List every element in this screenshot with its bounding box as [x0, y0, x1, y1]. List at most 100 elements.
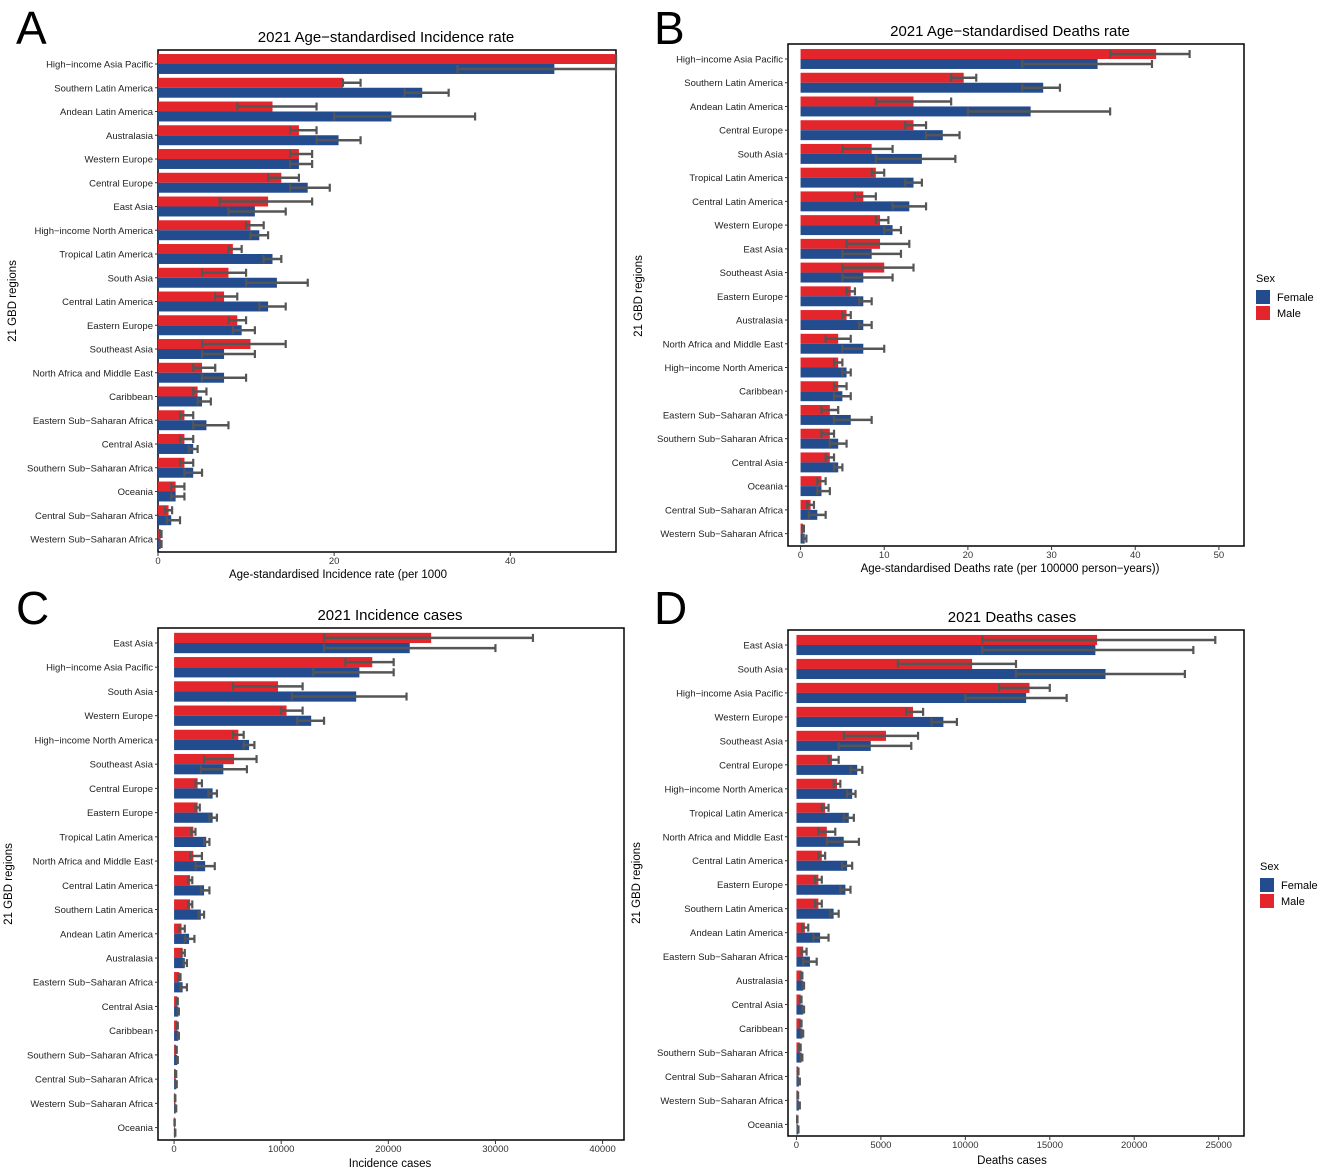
panel-c-errorbar-male: [174, 1045, 178, 1054]
panel-c-errorbar-male: [186, 900, 194, 909]
panel-c-category-label: Central Europe: [89, 784, 153, 795]
panel-b-errorbar-female: [858, 297, 873, 306]
panel-c-errorbar-female: [175, 1055, 179, 1064]
panel-d-category-label: Eastern Europe: [717, 880, 783, 891]
panel-c-category-label: Andean Latin America: [60, 929, 154, 940]
panel-d-errorbar-female: [825, 837, 861, 846]
panel-a-errorbar-female: [244, 278, 309, 287]
panel-d-bar-male: [796, 994, 801, 1005]
panel-b-bar-female: [800, 320, 864, 330]
panel-a-errorbar-female: [456, 64, 618, 73]
panel-b-errorbar-female: [874, 154, 957, 163]
panel-c-category-label: North Africa and Middle East: [33, 857, 154, 868]
panel-b-bar-male: [800, 404, 830, 415]
panel-a-errorbar-female: [258, 302, 287, 311]
panel-d-x-axis-title: Deaths cases: [977, 1155, 1047, 1167]
panel-label-d: D: [654, 582, 687, 634]
panel-a-bar-male: [158, 505, 169, 516]
panel-a-category-label: Western Europe: [85, 155, 153, 166]
panel-b-bar-female: [800, 391, 843, 402]
panel-c-xtick-label: 40000: [589, 1144, 615, 1155]
panel-b-errorbar-male: [841, 311, 852, 320]
panel-c-bar-female: [174, 982, 183, 993]
legend-top-title: Sex: [1256, 273, 1275, 285]
panel-c-errorbar-female: [242, 741, 256, 750]
panel-a-bar-male: [158, 77, 343, 88]
panel-d-category-label: Eastern Sub−Saharan Africa: [663, 952, 784, 963]
panel-a-bar-male: [158, 149, 299, 159]
legend-top-label-male: Male: [1277, 308, 1301, 320]
panel-a-errorbar-female: [200, 349, 256, 358]
panel-a-bar-female: [158, 372, 225, 383]
panel-a-category-label: Australasia: [106, 131, 154, 142]
panel-a-bar-male: [158, 101, 273, 112]
panel-b-bar-female: [800, 367, 847, 378]
panel-d-bar-female: [796, 932, 821, 943]
panel-b-category-label: Eastern Sub−Saharan Africa: [663, 410, 784, 421]
panel-b-bar-female: [800, 130, 943, 141]
panel-a-category-label: Caribbean: [109, 392, 153, 403]
panel-d-bar-male: [796, 850, 822, 861]
panel-b-errorbar-female: [858, 321, 873, 330]
panel-d-bar-female: [796, 1028, 803, 1039]
panel-b-errorbar-male: [820, 405, 840, 414]
panel-d-title: 2021 Deaths cases: [948, 609, 1076, 626]
panel-a-bar-female: [158, 182, 308, 193]
panel-d-errorbar-female: [840, 861, 854, 870]
panel-c-errorbar-male: [178, 924, 186, 933]
panel-c-category-label: Eastern Sub−Saharan Africa: [33, 978, 154, 989]
panel-c-category-label: Caribbean: [109, 1026, 153, 1037]
panel-b-errorbar-female: [828, 439, 848, 448]
panel-b-errorbar-female: [904, 178, 923, 187]
panel-b-errorbar-female: [832, 463, 844, 472]
panel-d-errorbar-female: [981, 646, 1195, 655]
panel-d-category-label: Central Sub−Saharan Africa: [665, 1072, 784, 1083]
panel-b-bar-male: [800, 333, 839, 344]
panel-a-y-axis-title: 21 GBD regions: [7, 260, 19, 342]
panel-c-bar-male: [174, 802, 198, 813]
panel-b-bar-male: [800, 428, 830, 439]
panel-d-bar-female: [796, 884, 846, 895]
panel-b-bar-female: [800, 462, 839, 473]
panel-c-bar-female: [174, 764, 224, 775]
panel-d-errorbar-female: [799, 1053, 804, 1062]
panel-b-xtick-label: 50: [1214, 550, 1225, 561]
panel-a-category-label: North Africa and Middle East: [33, 368, 154, 379]
panel-c-category-label: East Asia: [113, 639, 153, 650]
panel-b-category-label: Australasia: [736, 316, 784, 327]
panel-b-category-label: Andean Latin America: [690, 102, 784, 113]
panel-b-bar-female: [800, 486, 822, 497]
panel-a-errorbar-male: [236, 102, 318, 111]
panel-a-errorbar-male: [178, 411, 195, 420]
panel-b-xtick-label: 0: [798, 550, 803, 561]
panel-d-xtick-label: 25000: [1205, 1140, 1231, 1151]
panel-c-bar-male: [174, 632, 432, 643]
panel-b-bar-female: [800, 177, 914, 188]
panel-a-bar-female: [158, 491, 176, 502]
legend-top: Sex Female Male: [1256, 273, 1314, 320]
panel-d-errorbar-female: [800, 1029, 805, 1038]
panel-d-bar-male: [796, 754, 832, 765]
panel-b-xtick-label: 40: [1130, 550, 1141, 561]
panel-b-errorbar-female: [841, 344, 886, 353]
panel-b-errorbar-female: [1021, 83, 1062, 92]
panel-a-bar-male: [158, 244, 233, 254]
panel-c-errorbar-female: [199, 765, 249, 774]
panel-c-bar-male: [174, 681, 278, 692]
panel-d-errorbar-female: [849, 765, 864, 774]
panel-c-category-label: Western Europe: [85, 711, 153, 722]
panel-a-category-label: Central Asia: [102, 440, 154, 451]
panel-d-category-label: Southeast Asia: [720, 736, 784, 747]
panel-a-category-label: Central Sub−Saharan Africa: [35, 511, 154, 522]
panel-c-errorbar-male: [174, 1070, 178, 1079]
panel-a-errorbar-male: [170, 482, 186, 491]
panel-a-category-label: Southern Sub−Saharan Africa: [27, 463, 154, 474]
panel-b-errorbar-male: [1109, 50, 1191, 59]
panel-c-errorbar-female: [207, 789, 219, 798]
panel-d-xtick-label: 10000: [952, 1140, 978, 1151]
panel-d-category-label: Central Latin America: [692, 856, 784, 867]
panel-a-errorbar-female: [200, 373, 248, 382]
panel-d-errorbar-male: [799, 971, 804, 980]
panel-d-errorbar-male: [801, 923, 810, 932]
panel-b-errorbar-female: [841, 368, 852, 377]
